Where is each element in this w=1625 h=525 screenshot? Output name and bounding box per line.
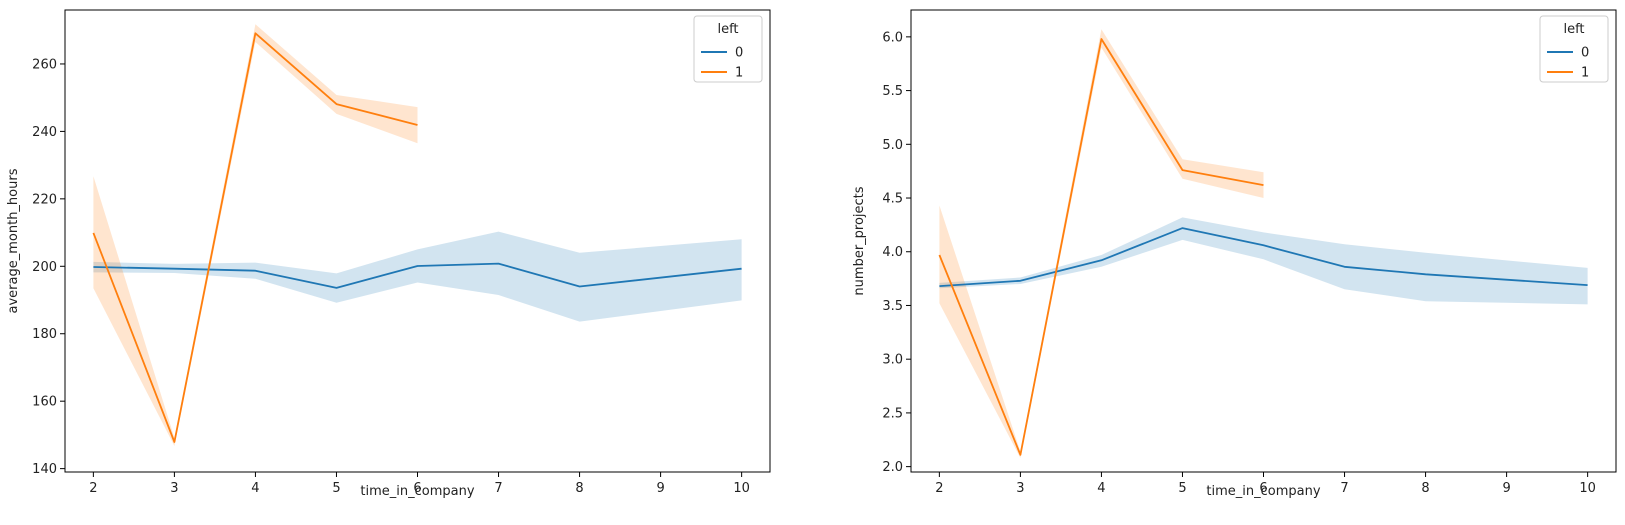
x-tick-label: 9 [656,481,664,496]
x-tick-label: 3 [170,481,178,496]
legend-label-1: 1 [735,66,743,81]
series-line-0 [93,262,742,289]
y-tick-label: 140 [32,462,57,477]
y-tick-label: 2.0 [882,460,903,475]
x-tick-label: 2 [935,481,943,496]
x-axis-label: time_in_company [1206,484,1320,499]
legend-title: left [1563,22,1584,37]
axes-frame [64,9,771,473]
y-tick-label: 5.5 [882,84,903,99]
legend-title: left [717,22,738,37]
series-line-0 [939,227,1588,287]
x-tick-label: 8 [1421,481,1429,496]
y-tick-label: 180 [32,327,57,342]
y-axis-label: number_projects [852,186,867,295]
y-tick-label: 160 [32,395,57,410]
x-tick-label: 10 [1579,481,1596,496]
x-tick-label: 7 [1340,481,1348,496]
y-tick-label: 200 [32,260,57,275]
legend-box [1539,15,1609,83]
x-tick-label: 4 [1097,481,1105,496]
legend: left 0 1 [693,15,763,83]
x-axis-label: time_in_company [360,484,474,499]
x-tick-label: 3 [1016,481,1024,496]
y-tick-label: 260 [32,57,57,72]
y-tick-label: 5.0 [882,138,903,153]
legend-label-0: 0 [1581,46,1589,61]
y-tick-label: 3.5 [882,299,903,314]
x-tick-label: 10 [733,481,750,496]
y-tick-label: 2.5 [882,406,903,421]
series-line-1 [92,32,418,443]
ci-band-series-0 [93,231,742,322]
x-tick-label: 6 [1259,481,1267,496]
x-tick-label: 5 [332,481,340,496]
x-tick-label: 4 [251,481,259,496]
ci-band-series-0 [939,217,1588,305]
y-tick-label: 6.0 [882,30,903,45]
y-tick-label: 4.5 [882,192,903,207]
x-tick-label: 7 [494,481,502,496]
x-tick-label: 8 [575,481,583,496]
y-tick-label: 220 [32,192,57,207]
y-tick-label: 3.0 [882,353,903,368]
x-tick-label: 9 [1502,481,1510,496]
y-tick-label: 240 [32,125,57,140]
left-subplot: 2 3 4 5 6 7 8 9 10140160180200220240260time_in_c… [6,9,771,499]
ci-band-series-1 [93,24,418,446]
x-tick-label: 5 [1178,481,1186,496]
legend-label-0: 0 [735,46,743,61]
right-subplot: 2 3 4 5 6 7 8 9 102.02.53.03.54.04.55.05.56.0tim… [852,9,1617,499]
legend-label-1: 1 [1581,66,1589,81]
y-axis-label: average_month_hours [6,168,21,313]
legend-box [693,15,763,83]
legend: left 0 1 [1539,15,1609,83]
y-tick-label: 4.0 [882,245,903,260]
series-line-1 [938,38,1264,456]
x-tick-label: 2 [89,481,97,496]
x-tick-label: 6 [413,481,421,496]
